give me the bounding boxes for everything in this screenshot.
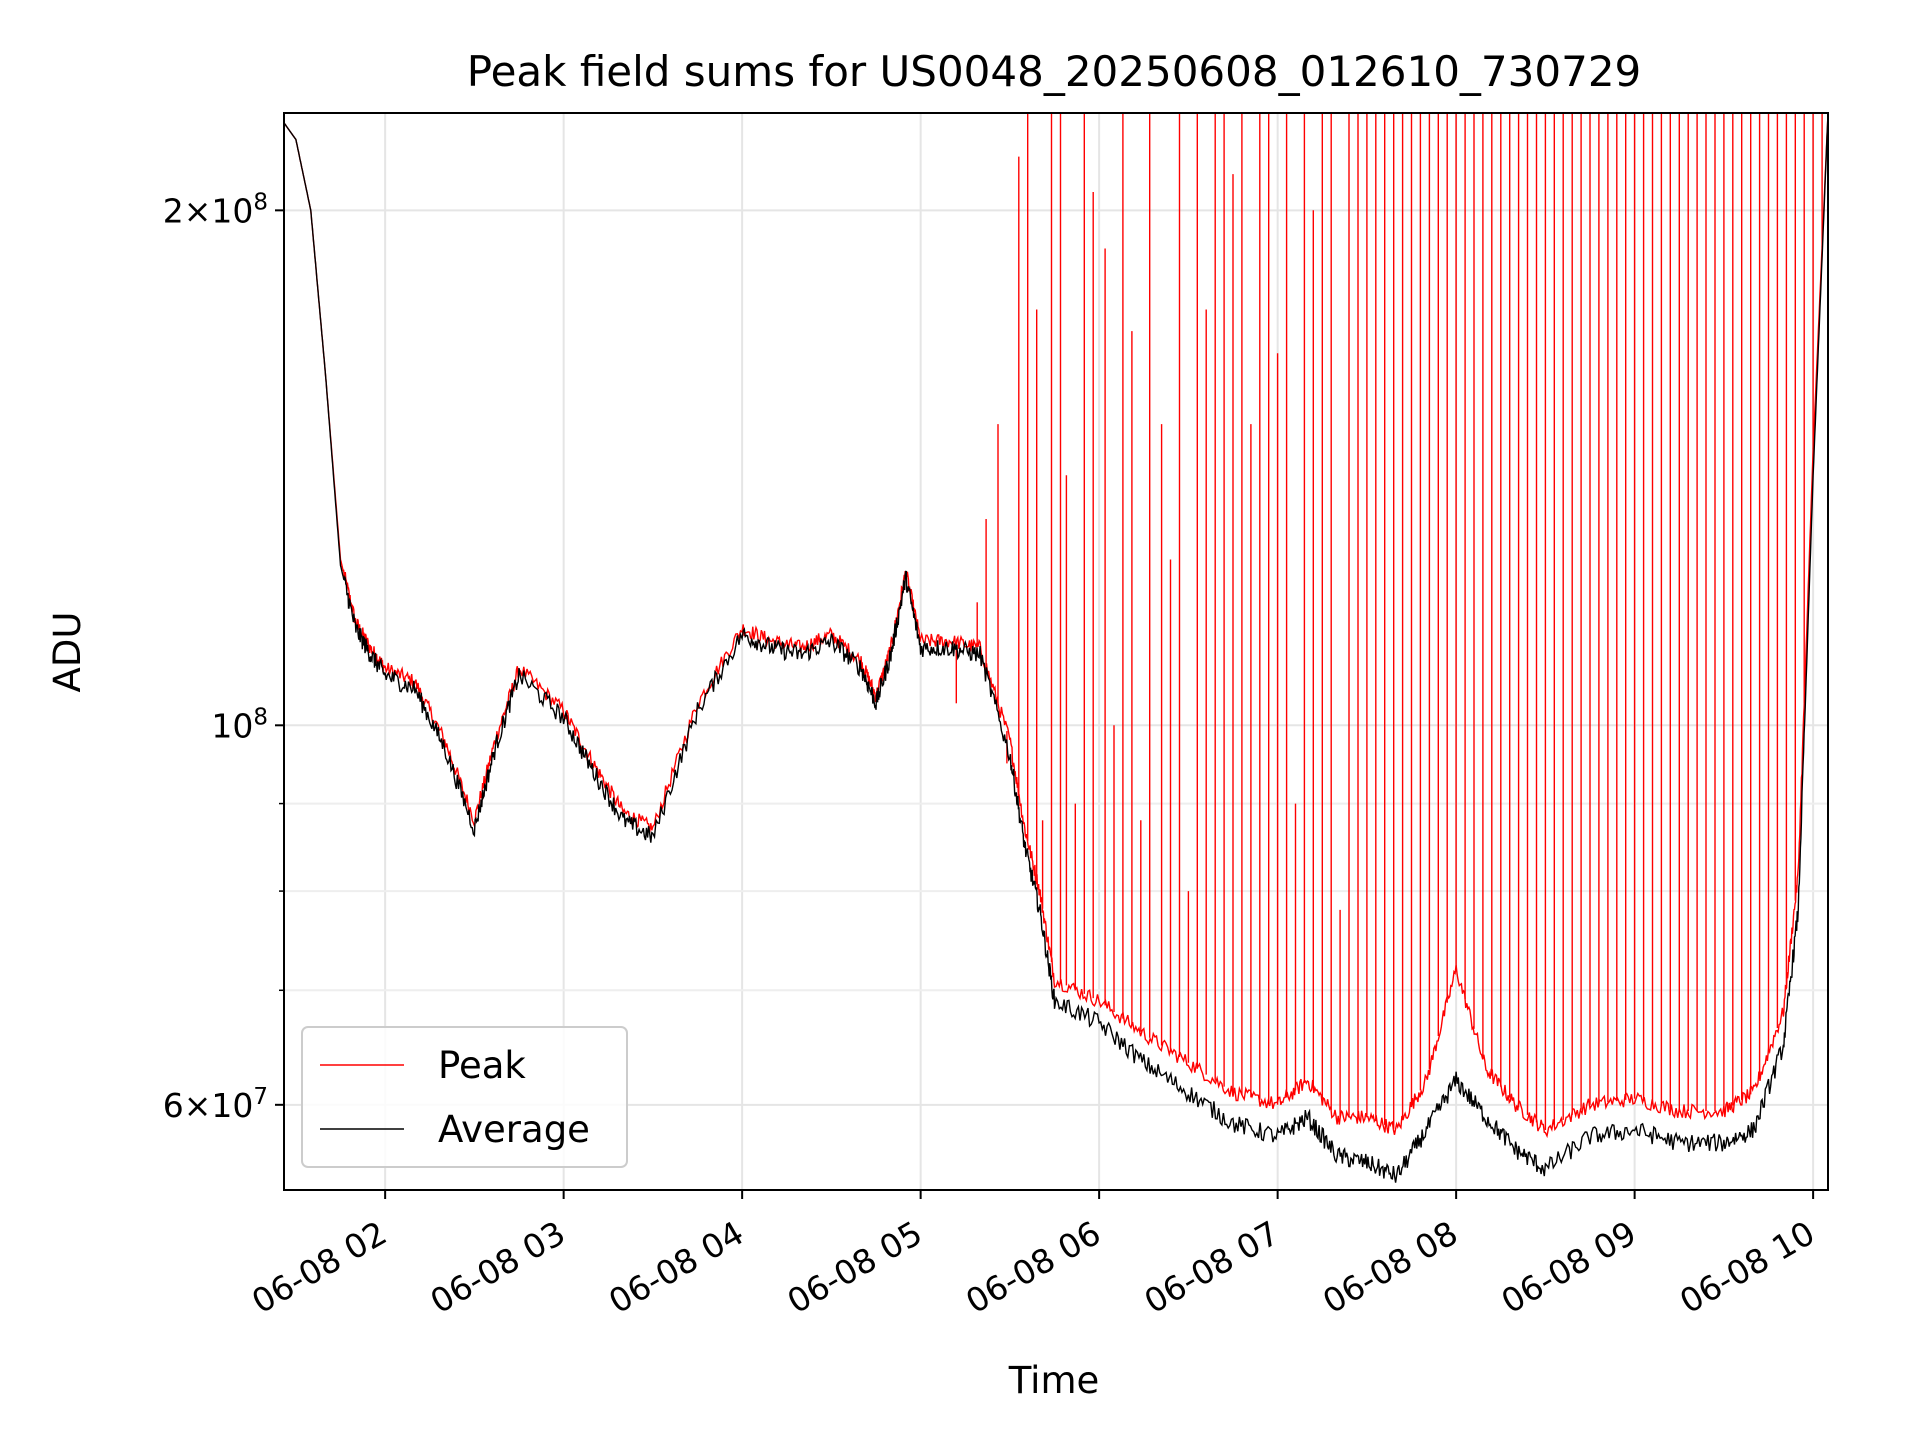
y-axis-label: ADU [46,612,89,693]
legend-box [301,1026,628,1168]
y-tick-label: 108 [211,704,268,745]
y-tick-label: 6×107 [163,1084,268,1125]
plot-frame [283,112,1829,1191]
peak-line [283,112,1829,1139]
y-tick-label: 2×108 [163,189,268,230]
x-axis-label: Time [1008,1359,1100,1402]
legend: Peak Average [301,1026,628,1168]
legend-peak-label: Peak [438,1044,526,1087]
average-series [283,112,1829,1183]
plot-area [283,112,1829,1183]
y-axis-ticks: 2×108 108 6×107 [163,189,284,1125]
legend-average-label: Average [438,1108,590,1151]
average-line [283,112,1829,1183]
chart-title: Peak field sums for US0048_20250608_0126… [467,47,1642,96]
peak-series [283,112,1829,1139]
